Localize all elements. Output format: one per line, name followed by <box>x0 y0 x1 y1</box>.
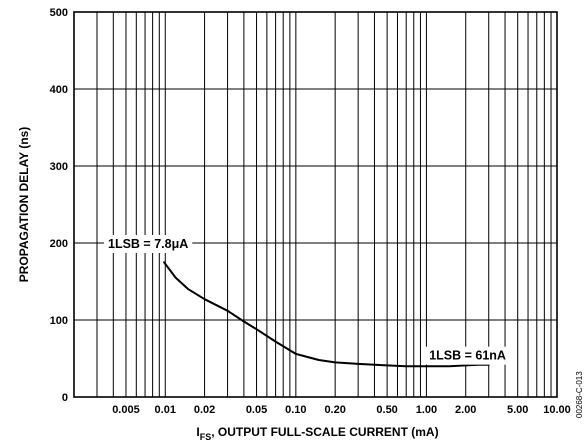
x-tick-label: 0.10 <box>285 404 306 416</box>
x-axis-label-subscript: FS <box>200 432 212 442</box>
chart-grid <box>74 12 557 397</box>
figure-code: 00268-C-013 <box>575 371 584 418</box>
annotation-lsb-low: 1LSB = 61nA <box>429 349 506 363</box>
x-axis-label-main: I <box>196 425 199 439</box>
x-tick-label: 5.00 <box>507 404 528 416</box>
x-axis-label: IFS, OUTPUT FULL-SCALE CURRENT (mA) <box>196 425 438 442</box>
annotation-lsb-high: 1LSB = 7.8μA <box>108 237 188 251</box>
y-tick-label: 300 <box>50 161 68 173</box>
y-tick-label: 100 <box>50 315 68 327</box>
chart-series <box>163 261 490 368</box>
x-tick-label: 0.20 <box>324 404 345 416</box>
x-tick-label: 1.00 <box>416 404 437 416</box>
x-tick-label: 0.50 <box>376 404 397 416</box>
x-tick-label: 0.05 <box>246 404 267 416</box>
y-tick-label: 0 <box>62 392 68 404</box>
x-axis-label-rest: , OUTPUT FULL-SCALE CURRENT (mA) <box>211 425 438 439</box>
x-tick-label: 2.00 <box>455 404 476 416</box>
x-tick-label: 10.00 <box>543 404 571 416</box>
y-axis-label: PROPAGATION DELAY (ns) <box>17 127 31 283</box>
y-tick-label: 400 <box>50 84 68 96</box>
x-tick-label: 0.02 <box>194 404 215 416</box>
plot-frame <box>73 11 558 398</box>
y-tick-label: 500 <box>50 7 68 19</box>
y-tick-label: 200 <box>50 238 68 250</box>
annotation-background <box>104 235 193 253</box>
x-tick-label: 0.01 <box>155 404 176 416</box>
series-line <box>163 261 490 368</box>
x-tick-label: 0.005 <box>112 404 140 416</box>
chart-annotations: 1LSB = 7.8μA 1LSB = 61nA <box>104 235 510 365</box>
annotation-background <box>425 346 510 365</box>
chart-tick-labels: 0 100 200 300 400 500 0.005 0.01 0.02 0.05 0.10 0.2… <box>50 7 571 416</box>
